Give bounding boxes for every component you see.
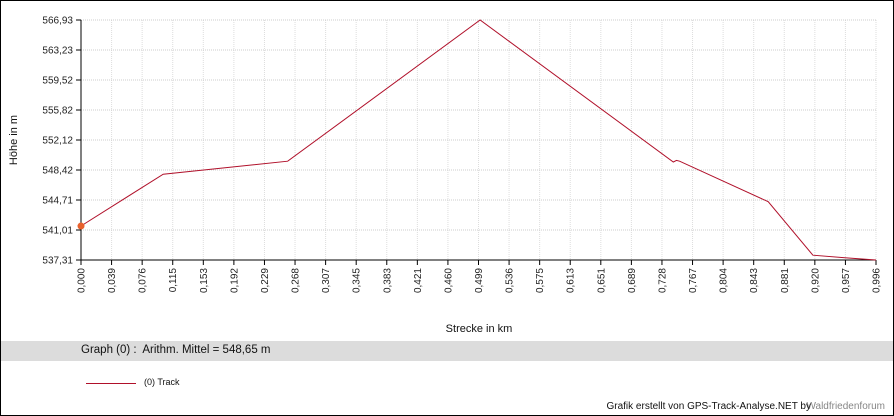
series-layer (77, 19, 877, 261)
y-tick-label: 563,23 (42, 46, 73, 57)
x-tick-label: 0,728 (657, 268, 668, 293)
y-tick-label: 537,31 (42, 256, 73, 267)
x-tick-label: 0,920 (810, 268, 821, 293)
x-tick-label: 0,996 (872, 268, 883, 293)
x-tick-label: 0,268 (291, 268, 302, 293)
x-tick-label: 0,499 (474, 268, 485, 293)
x-tick-label: 0,000 (77, 268, 88, 293)
x-tick-label: 0,460 (443, 268, 454, 293)
x-tick-label: 0,229 (260, 268, 271, 293)
statistics-bar: Graph (0) : Arithm. Mittel = 548,65 m (1, 341, 893, 361)
elevation-chart: 0,000 0,039 0,076 0,115 0,153 0,192 0,229 0,268… (8, 16, 883, 336)
mean-elevation-text: Graph (0) : Arithm. Mittel = 548,65 m (81, 344, 271, 356)
x-tick-label: 0,613 (566, 268, 577, 293)
axes (76, 19, 877, 265)
x-tick-label: 0,153 (199, 268, 210, 293)
y-tick-label: 566,93 (42, 16, 73, 27)
x-tick-label: 0,804 (719, 268, 730, 293)
grid (81, 19, 877, 260)
x-tick-label: 0,689 (627, 268, 638, 293)
x-axis-label: Strecke in km (446, 323, 513, 335)
x-tick-label: 0,192 (229, 268, 240, 293)
y-tick-label: 541,01 (42, 226, 73, 237)
legend-swatch (86, 383, 136, 384)
watermark-text: Waldfriedenforum (806, 401, 885, 412)
legend-label: (0) Track (144, 377, 180, 387)
y-tick-label: 544,71 (42, 196, 73, 207)
x-tick-label: 0,651 (596, 268, 607, 293)
start-marker (77, 222, 85, 230)
x-tick-label: 0,536 (505, 268, 516, 293)
x-tick-label: 0,957 (841, 268, 852, 293)
x-tick-labels: 0,000 0,039 0,076 0,115 0,153 0,192 0,229 0,268… (77, 268, 883, 293)
y-tick-label: 559,52 (42, 76, 73, 87)
y-tick-label: 548,42 (42, 166, 73, 177)
x-tick-label: 0,767 (688, 268, 699, 293)
x-tick-label: 0,039 (107, 268, 118, 293)
y-tick-labels: 566,93 563,23 559,52 555,82 552,12 548,42 544,… (42, 16, 73, 267)
x-tick-label: 0,575 (535, 268, 546, 293)
x-tick-label: 0,345 (352, 268, 363, 293)
y-tick-label: 555,82 (42, 106, 73, 117)
x-tick-label: 0,843 (749, 268, 760, 293)
x-tick-label: 0,076 (138, 268, 149, 293)
credit-main: Grafik erstellt von GPS-Track-Analyse.NE… (606, 401, 811, 412)
x-tick-label: 0,383 (382, 268, 393, 293)
credit-text: Grafik erstellt von GPS-Track-Analyse.NE… (606, 401, 885, 412)
y-axis-label: Höhe in m (8, 115, 20, 165)
x-tick-label: 0,115 (168, 268, 179, 293)
x-tick-label: 0,881 (780, 268, 791, 293)
y-tick-label: 552,12 (42, 136, 73, 147)
x-tick-label: 0,307 (321, 268, 332, 293)
x-tick-label: 0,421 (413, 268, 424, 293)
